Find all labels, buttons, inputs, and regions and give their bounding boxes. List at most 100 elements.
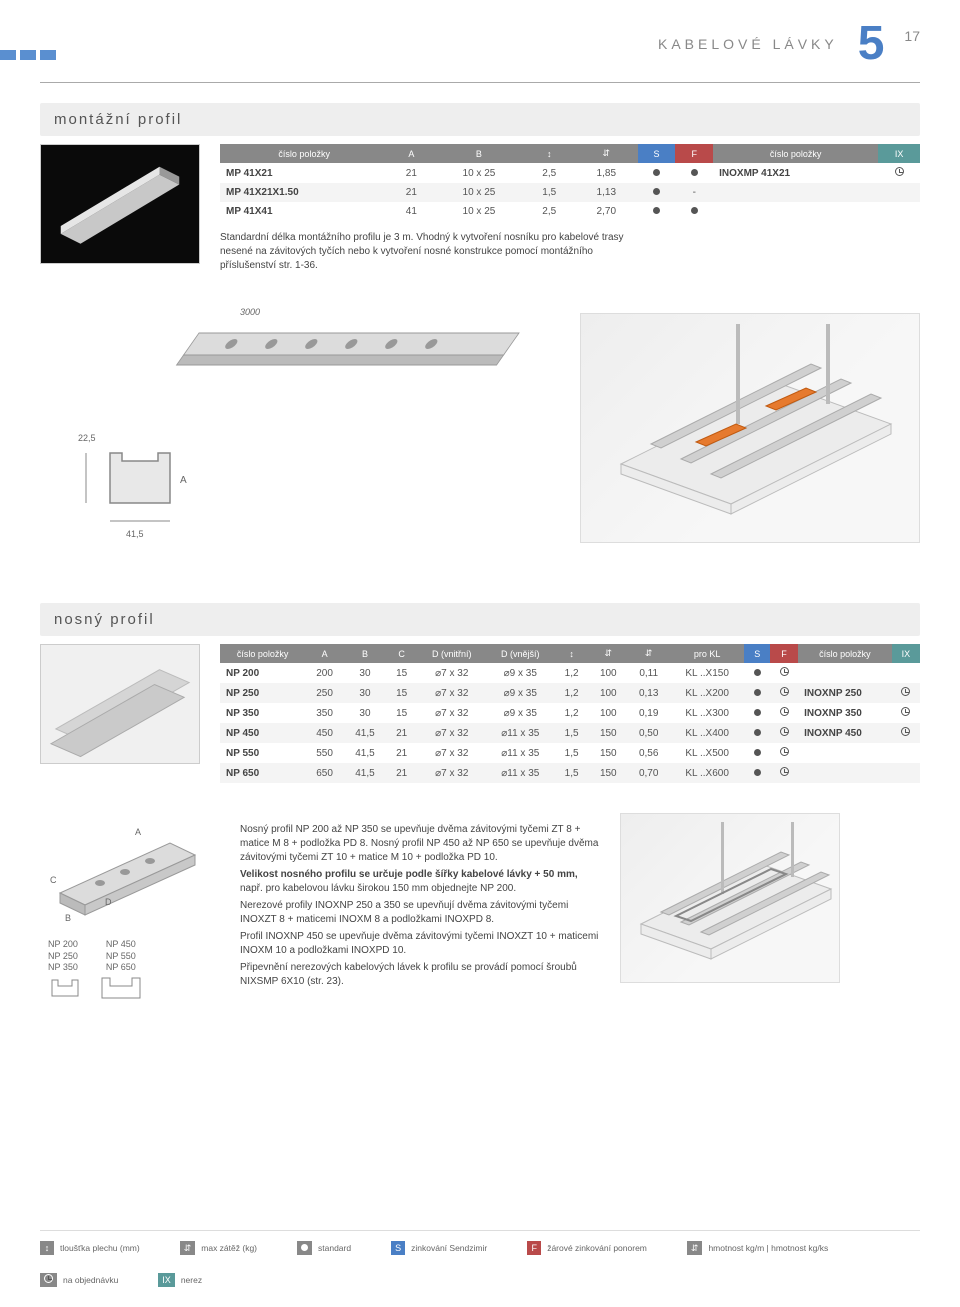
cell: 250: [305, 683, 344, 703]
cell: ⌀7 x 32: [417, 723, 486, 743]
section1-diagram: 3000 A B 22,5 41,5: [40, 303, 920, 563]
cell: 30: [344, 683, 386, 703]
cell: [770, 703, 798, 723]
legend-text: na objednávku: [63, 1275, 118, 1285]
cell: 1,13: [575, 183, 638, 202]
cell: [878, 163, 920, 183]
cell: INOXNP 450: [798, 723, 892, 743]
cell: 1,85: [575, 163, 638, 183]
cell: 41: [388, 202, 434, 221]
cell: 0,56: [628, 743, 670, 763]
cell: [638, 183, 676, 202]
cell: [713, 202, 878, 221]
cell: [878, 183, 920, 202]
header-title: KABELOVÉ LÁVKY: [658, 36, 838, 52]
col-header: A: [305, 644, 344, 663]
legend-badge: [297, 1241, 312, 1255]
legend-badge: ↕: [40, 1241, 54, 1255]
col-header: S: [638, 144, 676, 163]
col-header: pro KL: [670, 644, 745, 663]
section2-drawing: A C B D NP 200NP 250NP 350 NP 450NP 550N…: [40, 813, 220, 1006]
table-row: NP 55055041,521⌀7 x 32⌀11 x 351,51500,56…: [220, 743, 920, 763]
cell: [892, 663, 920, 683]
cell: NP 200: [220, 663, 305, 683]
desc-para: Velikost nosného profilu se určuje podle…: [240, 868, 600, 896]
np-item: NP 350: [48, 962, 78, 974]
cell: NP 250: [220, 683, 305, 703]
cell: 100: [589, 703, 628, 723]
cell: 21: [386, 723, 417, 743]
legend-item: Fžárové zinkování ponorem: [527, 1241, 647, 1255]
table-row: MP 41X414110 x 252,52,70: [220, 202, 920, 221]
section1-desc: Standardní délka montážního profilu je 3…: [220, 231, 640, 273]
col-header: číslo položky: [798, 644, 892, 663]
cell: 10 x 25: [434, 183, 523, 202]
cell: 30: [344, 663, 386, 683]
legend-text: tloušťka plechu (mm): [60, 1243, 140, 1253]
cell: ⌀11 x 35: [486, 743, 554, 763]
legend-item: na objednávku: [40, 1273, 118, 1287]
cell: 15: [386, 703, 417, 723]
cell: 200: [305, 663, 344, 683]
cell: 1,5: [523, 183, 575, 202]
svg-text:C: C: [50, 875, 57, 885]
section2-table: číslo položkyABCD (vnitřní)D (vnější)↕⇵⇵…: [220, 644, 920, 783]
legend-badge: ⇵: [687, 1241, 703, 1255]
cell: ⌀7 x 32: [417, 663, 486, 683]
cell: MP 41X41: [220, 202, 388, 221]
cell: [770, 663, 798, 683]
col-header: IX: [878, 144, 920, 163]
cell: 1,5: [554, 763, 589, 783]
cell: 10 x 25: [434, 202, 523, 221]
cell: 0,50: [628, 723, 670, 743]
col-header: ⇵: [589, 644, 628, 663]
legend-text: max zátěž (kg): [201, 1243, 257, 1253]
np-item: NP 550: [106, 951, 136, 963]
table-row: NP 45045041,521⌀7 x 32⌀11 x 351,51500,50…: [220, 723, 920, 743]
section2-photo: [40, 644, 200, 764]
section1-table: číslo položkyAB↕⇵SFčíslo položkyIX MP 41…: [220, 144, 920, 221]
cell: [878, 202, 920, 221]
legend-item: Szinkování Sendzimir: [391, 1241, 487, 1255]
cell: ⌀7 x 32: [417, 763, 486, 783]
np-item: NP 450: [106, 939, 136, 951]
cell: [744, 743, 770, 763]
cell: [744, 763, 770, 783]
table-row: NP 2002003015⌀7 x 32⌀9 x 351,21000,11KL …: [220, 663, 920, 683]
cell: NP 650: [220, 763, 305, 783]
section1-title: montážní profil: [40, 103, 920, 136]
legend-badge: S: [391, 1241, 405, 1255]
cell: [744, 663, 770, 683]
cell: 41,5: [344, 723, 386, 743]
cell: -: [675, 183, 713, 202]
cell: 100: [589, 683, 628, 703]
cell: NP 550: [220, 743, 305, 763]
desc-para: Nerezové profily INOXNP 250 a 350 se upe…: [240, 899, 600, 927]
cell: INOXMP 41X21: [713, 163, 878, 183]
section2-desc: Nosný profil NP 200 až NP 350 se upevňuj…: [240, 823, 600, 1006]
cell: ⌀9 x 35: [486, 683, 554, 703]
cell: [675, 163, 713, 183]
np-list-left: NP 200NP 250NP 350: [48, 939, 78, 974]
cell: 100: [589, 663, 628, 683]
cell: [892, 763, 920, 783]
col-header: číslo položky: [713, 144, 878, 163]
col-header: ⇵: [575, 144, 638, 163]
cell: 15: [386, 663, 417, 683]
cell: ⌀7 x 32: [417, 703, 486, 723]
header-divider: [40, 82, 920, 83]
dim-a: A: [180, 475, 187, 486]
cell: KL ..X200: [670, 683, 745, 703]
legend-text: žárové zinkování ponorem: [547, 1243, 647, 1253]
section2-block: číslo položkyABCD (vnitřní)D (vnější)↕⇵⇵…: [40, 644, 920, 783]
legend-item: ↕ tloušťka plechu (mm): [40, 1241, 140, 1255]
cell: INOXNP 250: [798, 683, 892, 703]
legend-text: zinkování Sendzimir: [411, 1243, 487, 1253]
legend-text: standard: [318, 1243, 351, 1253]
header-accent: [0, 50, 56, 60]
col-header: A: [388, 144, 434, 163]
cell: 21: [388, 183, 434, 202]
cell: 550: [305, 743, 344, 763]
np-list-right: NP 450NP 550NP 650: [106, 939, 136, 974]
col-header: F: [770, 644, 798, 663]
